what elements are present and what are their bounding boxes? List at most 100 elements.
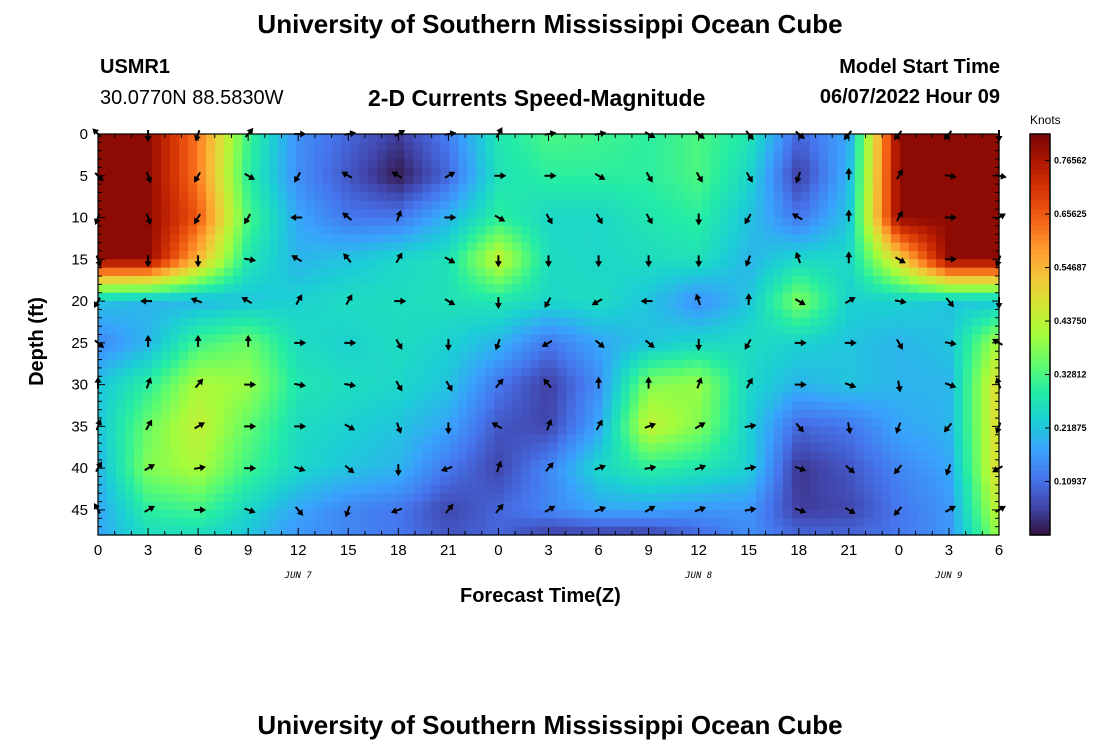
heatmap-cell — [125, 484, 135, 494]
heatmap-cell — [953, 334, 964, 344]
heatmap-cell — [467, 259, 478, 269]
heatmap-cell — [215, 209, 225, 219]
heatmap-cell — [296, 384, 306, 394]
heatmap-cell — [665, 142, 676, 152]
heatmap-cell — [278, 351, 288, 361]
heatmap-cell — [980, 250, 991, 260]
heatmap-cell — [665, 476, 676, 486]
heatmap-cell — [638, 451, 649, 461]
heatmap-cell — [197, 334, 207, 344]
heatmap-cell — [440, 501, 450, 511]
heatmap-cell — [314, 334, 324, 344]
heatmap-cell — [917, 351, 928, 361]
heatmap-cell — [179, 468, 189, 478]
heatmap-cell — [188, 192, 198, 202]
heatmap-cell — [368, 418, 378, 427]
heatmap-cell — [404, 326, 414, 336]
heatmap-cell — [188, 451, 198, 461]
heatmap-cell — [908, 342, 919, 352]
heatmap-cell — [467, 292, 478, 302]
heatmap-cell — [548, 518, 559, 528]
heatmap-cell — [899, 134, 910, 143]
heatmap-cell — [674, 384, 685, 394]
heatmap-cell — [458, 342, 469, 352]
current-vector — [444, 171, 456, 179]
heatmap-cell — [782, 159, 793, 169]
heatmap-cell — [935, 384, 946, 394]
heatmap-cell — [269, 309, 279, 319]
heatmap-cell — [161, 359, 171, 369]
heatmap-cell — [350, 342, 360, 352]
heatmap-cell — [494, 234, 505, 244]
heatmap-cell — [170, 209, 180, 219]
heatmap-cell — [665, 234, 676, 244]
heatmap-cell — [377, 518, 387, 528]
heatmap-cell — [287, 334, 297, 344]
heatmap-cell — [638, 192, 649, 202]
heatmap-cell — [350, 418, 360, 427]
heatmap-cell — [845, 359, 856, 369]
heatmap-cell — [674, 159, 685, 169]
heatmap-cell — [908, 184, 919, 194]
heatmap-cell — [458, 159, 469, 169]
heatmap-cell — [989, 276, 1000, 285]
heatmap-cell — [125, 150, 135, 160]
heatmap-cell — [269, 484, 279, 494]
heatmap-cell — [710, 225, 721, 235]
heatmap-cell — [971, 134, 982, 143]
vector-shaft — [545, 213, 551, 221]
heatmap-cell — [719, 493, 730, 503]
heatmap-cell — [926, 409, 937, 419]
heatmap-cell — [152, 342, 162, 352]
heatmap-cell — [710, 234, 721, 244]
current-vectors — [92, 127, 1007, 518]
heatmap-cell — [719, 443, 730, 453]
heatmap-cell — [359, 518, 369, 528]
heatmap-cell — [404, 451, 414, 461]
heatmap-cell — [719, 209, 730, 219]
heatmap-cell — [638, 518, 649, 528]
heatmap-cell — [332, 167, 342, 177]
heatmap-cell — [836, 301, 847, 311]
heatmap-cell — [296, 367, 306, 377]
heatmap-cell — [899, 142, 910, 152]
heatmap-cell — [917, 217, 928, 227]
heatmap-cell — [359, 225, 369, 235]
heatmap-cell — [197, 484, 207, 494]
heatmap-cell — [575, 401, 586, 411]
heatmap-cell — [233, 276, 243, 285]
heatmap-cell — [701, 526, 712, 536]
heatmap-cell — [368, 384, 378, 394]
heatmap-cell — [233, 150, 243, 160]
heatmap-cell — [728, 150, 739, 160]
heatmap-cell — [530, 167, 541, 177]
heatmap-cell — [890, 367, 901, 377]
heatmap-cell — [143, 434, 153, 444]
heatmap-cell — [224, 209, 234, 219]
heatmap-cell — [629, 501, 640, 511]
heatmap-cell — [719, 484, 730, 494]
heatmap-cell — [575, 509, 586, 519]
heatmap-cell — [584, 476, 595, 486]
heatmap-cell — [143, 234, 153, 244]
heatmap-cell — [197, 184, 207, 194]
heatmap-cell — [647, 526, 658, 536]
heatmap-cell — [638, 493, 649, 503]
heatmap-cell — [710, 267, 721, 277]
heatmap-cell — [782, 292, 793, 302]
heatmap-cell — [872, 326, 883, 336]
heatmap-cell — [926, 259, 937, 269]
heatmap-cell — [296, 250, 306, 260]
heatmap-cell — [548, 484, 559, 494]
heatmap-cell — [539, 493, 550, 503]
heatmap-cell — [962, 468, 973, 478]
heatmap-cell — [512, 192, 523, 202]
heatmap-cell — [413, 326, 423, 336]
heatmap-cell — [431, 526, 441, 536]
heatmap-cell — [899, 292, 910, 302]
heatmap-cell — [422, 284, 432, 294]
heatmap-cell — [926, 326, 937, 336]
heatmap-cell — [584, 359, 595, 369]
heatmap-cell — [188, 367, 198, 377]
heatmap-cell — [674, 192, 685, 202]
